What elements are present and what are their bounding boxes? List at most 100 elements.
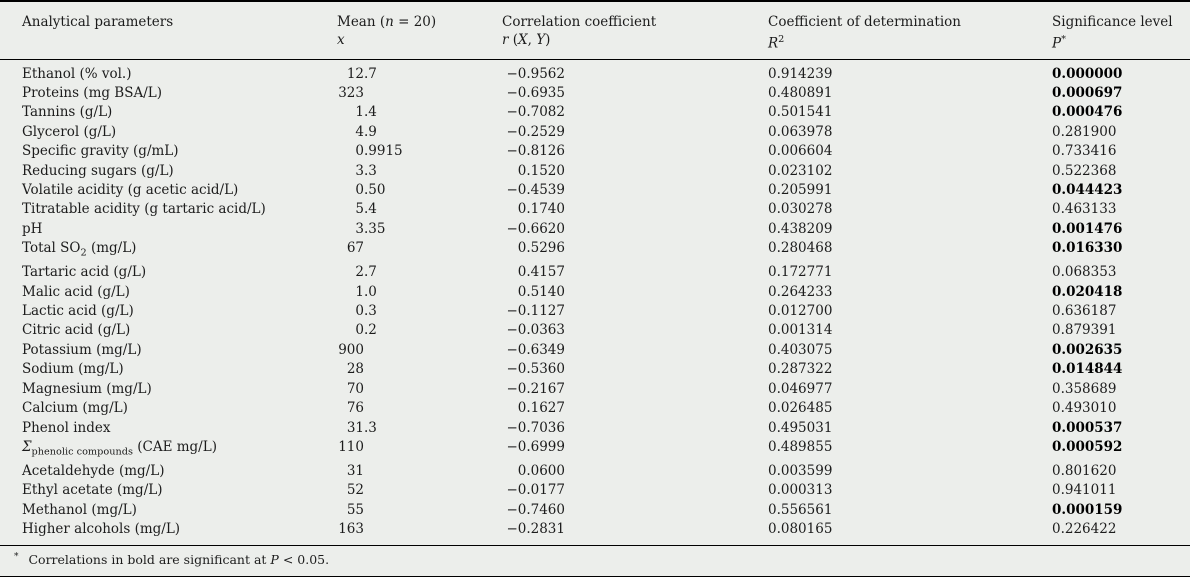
significance-value: 0.000697 (1052, 84, 1123, 101)
mean-frac: .0 (364, 283, 377, 300)
significance-cell: 0.801620 (1052, 462, 1190, 481)
table-row: Total SO2 (mg/L) 67 0.5296 0.280468 0.016330 (0, 239, 1190, 263)
determination-cell: 0.026485 (768, 400, 833, 417)
table-row: Potassium (mg/L) 900 −0.6349 0.403075 0.0026… (0, 341, 1190, 360)
col-title: Analytical parameters (22, 14, 174, 30)
param-cell: Proteins (mg BSA/L) (22, 84, 163, 101)
col-header-significance-level: Significance level P* (1052, 1, 1190, 59)
table-row: Lactic acid (g/L) 0.3 −0.1127 0.012700 0.636… (0, 302, 1190, 321)
significance-cell: 0.000592 (1052, 438, 1190, 462)
determination-cell: 0.030278 (768, 201, 833, 218)
param-cell: Tartaric acid (g/L) (22, 264, 147, 281)
significance-value: 0.226422 (1052, 521, 1117, 538)
determination-cell: 0.001314 (768, 322, 833, 339)
correlation-value: −0.2529 (506, 123, 565, 140)
correlation-value: 0.4157 (517, 264, 565, 281)
correlation-cell: −0.6999 (502, 438, 768, 462)
table-row: Citric acid (g/L) 0.2 −0.0363 0.001314 0.879… (0, 321, 1190, 340)
significance-cell: 0.020418 (1052, 283, 1190, 302)
significance-value: 0.941011 (1052, 482, 1117, 499)
col-subtitle: P* (1052, 34, 1066, 52)
significance-value: 0.463133 (1052, 201, 1117, 218)
mean-cell: 2.7 (337, 263, 502, 282)
mean-frac: .9 (364, 123, 377, 140)
significance-value: 0.068353 (1052, 264, 1117, 281)
table-row: Reducing sugars (g/L) 3.3 0.1520 0.023102 0.… (0, 162, 1190, 181)
table-row: Titratable acidity (g tartaric acid/L) 5.… (0, 200, 1190, 219)
table-header: Analytical parameters Mean (n = 20) x Co… (0, 1, 1190, 59)
determination-cell: 0.205991 (768, 181, 833, 198)
significance-value: 0.016330 (1052, 240, 1123, 257)
table-row: Specific gravity (g/mL) 0.9915 −0.8126 0.00… (0, 142, 1190, 161)
table-row: Acetaldehyde (mg/L) 31 0.0600 0.003599 0.801… (0, 462, 1190, 481)
mean-int: 2 (355, 264, 364, 281)
correlation-value: −0.6999 (506, 438, 565, 455)
table-row: Glycerol (g/L) 4.9 −0.2529 0.063978 0.281900 (0, 123, 1190, 142)
mean-int: 31 (346, 463, 364, 479)
mean-int: 0 (355, 303, 364, 320)
correlation-value: −0.7082 (506, 104, 565, 121)
significance-cell: 0.000537 (1052, 419, 1190, 438)
param-cell: Ethyl acetate (mg/L) (22, 482, 163, 499)
table-row: Magnesium (mg/L) 70 −0.2167 0.046977 0.35868… (0, 380, 1190, 399)
determination-cell: 0.046977 (768, 380, 833, 397)
mean-cell: 67 (337, 239, 502, 263)
table-row: Malic acid (g/L) 1.0 0.5140 0.264233 0.02041… (0, 283, 1190, 302)
correlation-cell: −0.6620 (502, 220, 768, 239)
mean-frac: .3 (364, 419, 377, 436)
determination-cell: 0.914239 (768, 65, 833, 82)
mean-int: 163 (338, 521, 364, 538)
significance-value: 0.000000 (1052, 65, 1123, 82)
mean-frac: .7 (364, 264, 377, 281)
significance-cell: 0.463133 (1052, 200, 1190, 219)
mean-int: 55 (346, 501, 364, 518)
correlation-cell: −0.2529 (502, 123, 768, 142)
correlation-value: −0.1127 (506, 303, 565, 320)
significance-cell: 0.522368 (1052, 162, 1190, 181)
param-cell: pH (22, 220, 43, 237)
correlation-value: −0.6620 (506, 220, 565, 237)
correlation-value: −0.0177 (506, 482, 565, 499)
correlation-cell: −0.2167 (502, 380, 768, 399)
determination-cell: 0.172771 (768, 264, 833, 281)
mean-cell: 0.2 (337, 321, 502, 340)
correlation-value: −0.9562 (506, 65, 565, 82)
correlation-cell: 0.5140 (502, 283, 768, 302)
determination-cell: 0.501541 (768, 104, 833, 121)
correlation-value: 0.1740 (517, 201, 565, 218)
mean-cell: 900 (337, 341, 502, 360)
determination-cell: 0.063978 (768, 123, 833, 140)
correlation-cell: −0.7082 (502, 103, 768, 122)
correlation-cell: 0.4157 (502, 263, 768, 282)
correlation-value: −0.7036 (506, 419, 565, 436)
correlation-cell: −0.6935 (502, 84, 768, 103)
col-header-mean: Mean (n = 20) x (337, 1, 502, 59)
col-subtitle: r (X, Y) (502, 32, 551, 48)
mean-cell: 0.3 (337, 302, 502, 321)
significance-value: 0.000159 (1052, 501, 1123, 518)
significance-value: 0.002635 (1052, 341, 1123, 358)
correlation-cell: −0.7460 (502, 501, 768, 520)
mean-cell: 0.50 (337, 181, 502, 200)
determination-cell: 0.000313 (768, 482, 833, 499)
header-row: Analytical parameters Mean (n = 20) x Co… (0, 1, 1190, 59)
mean-cell: 3.35 (337, 220, 502, 239)
correlation-value: −0.5360 (506, 361, 565, 378)
param-cell: Specific gravity (g/mL) (22, 143, 179, 160)
param-cell: Sodium (mg/L) (22, 361, 124, 378)
significance-value: 0.522368 (1052, 162, 1117, 179)
correlation-value: −0.6935 (506, 84, 565, 101)
mean-cell: 31 (337, 462, 502, 481)
mean-cell: 70 (337, 380, 502, 399)
significance-value: 0.493010 (1052, 400, 1117, 417)
correlation-value: 0.0600 (517, 463, 565, 479)
table-row: Phenol index 31.3 −0.7036 0.495031 0.000537 (0, 419, 1190, 438)
correlation-value: 0.5296 (517, 240, 565, 257)
table-row: Ethanol (% vol.) 12.7 −0.9562 0.914239 0.000… (0, 59, 1190, 84)
mean-int: 110 (338, 438, 364, 455)
significance-cell: 0.002635 (1052, 341, 1190, 360)
determination-cell: 0.287322 (768, 361, 833, 378)
mean-frac: .50 (364, 181, 386, 198)
correlation-cell: −0.1127 (502, 302, 768, 321)
